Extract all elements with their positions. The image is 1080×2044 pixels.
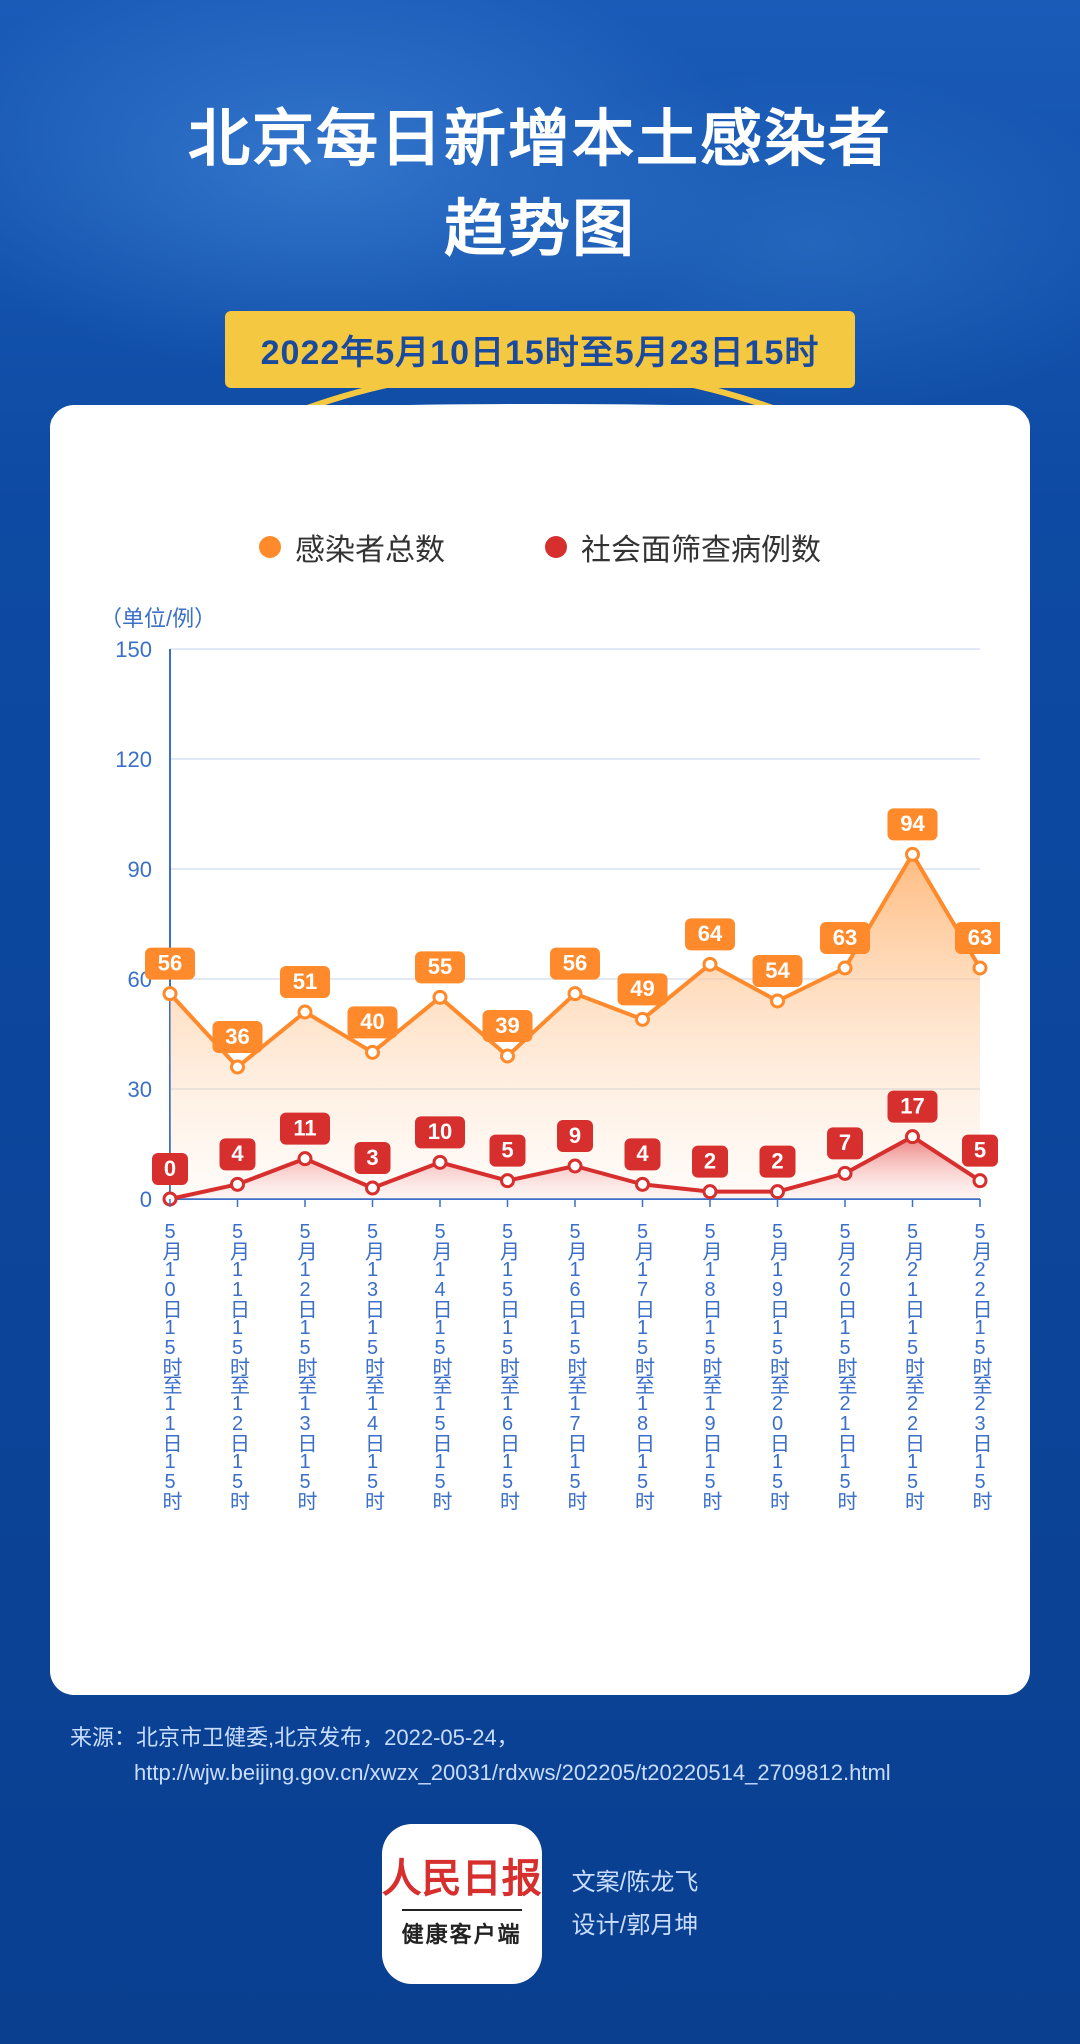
page-title: 北京每日新增本土感染者 趋势图 xyxy=(0,95,1080,275)
legend-dot-screening xyxy=(545,536,567,558)
chart-svg: 0306090120150563651405539564964546394630… xyxy=(80,639,1000,1559)
svg-text:7: 7 xyxy=(839,1130,851,1155)
credit-writer: 文案/陈龙飞 xyxy=(572,1861,699,1904)
title-line-1: 北京每日新增本土感染者 xyxy=(188,105,892,174)
svg-text:90: 90 xyxy=(128,857,152,882)
svg-text:2: 2 xyxy=(704,1148,716,1173)
footer: 人民日报 健康客户端 文案/陈龙飞 设计/郭月坤 xyxy=(0,1824,1080,1984)
svg-text:5月18日15时至19日15时: 5月18日15时至19日15时 xyxy=(699,1221,722,1511)
svg-text:17: 17 xyxy=(900,1093,924,1118)
svg-text:5: 5 xyxy=(974,1137,986,1162)
svg-text:49: 49 xyxy=(630,976,654,1001)
legend-dot-total xyxy=(259,536,281,558)
svg-text:5月19日15时至20日15时: 5月19日15时至20日15时 xyxy=(767,1221,790,1511)
svg-text:5月16日15时至17日15时: 5月16日15时至17日15时 xyxy=(564,1221,587,1511)
legend-item-total: 感染者总数 xyxy=(259,525,445,569)
svg-text:2: 2 xyxy=(771,1148,783,1173)
svg-text:4: 4 xyxy=(231,1141,244,1166)
svg-text:5月14日15时至15日15时: 5月14日15时至15日15时 xyxy=(429,1221,452,1511)
date-range-badge: 2022年5月10日15时至5月23日15时 xyxy=(225,311,856,388)
legend-label-total: 感染者总数 xyxy=(295,525,445,569)
svg-text:9: 9 xyxy=(569,1123,581,1148)
chart-area: （单位/例） 030609012015056365140553956496454… xyxy=(80,609,1000,1569)
svg-text:55: 55 xyxy=(428,954,452,979)
source-line-1: 北京市卫健委,北京发布，2022-05-24， xyxy=(136,1725,519,1750)
svg-text:0: 0 xyxy=(164,1156,176,1181)
header: 北京每日新增本土感染者 趋势图 2022年5月10日15时至5月23日15时 xyxy=(0,0,1080,388)
legend: 感染者总数 社会面筛查病例数 xyxy=(80,525,1000,569)
svg-text:56: 56 xyxy=(158,950,182,975)
svg-text:64: 64 xyxy=(698,921,723,946)
svg-text:63: 63 xyxy=(968,925,992,950)
source-citation: 来源：北京市卫健委,北京发布，2022-05-24， http://wjw.be… xyxy=(70,1720,891,1790)
logo-card: 人民日报 健康客户端 xyxy=(382,1824,542,1984)
svg-text:54: 54 xyxy=(765,958,790,983)
source-label: 来源： xyxy=(70,1725,136,1750)
svg-text:0: 0 xyxy=(140,1187,152,1212)
svg-text:63: 63 xyxy=(833,925,857,950)
svg-text:150: 150 xyxy=(115,639,152,662)
svg-text:5月10日15时至11日15时: 5月10日15时至11日15时 xyxy=(159,1221,182,1511)
svg-text:40: 40 xyxy=(360,1009,384,1034)
svg-text:30: 30 xyxy=(128,1077,152,1102)
svg-text:94: 94 xyxy=(900,811,925,836)
svg-text:5月17日15时至18日15时: 5月17日15时至18日15时 xyxy=(632,1221,655,1511)
svg-text:39: 39 xyxy=(495,1013,519,1038)
svg-text:36: 36 xyxy=(225,1024,249,1049)
svg-text:5月11日15时至12日15时: 5月11日15时至12日15时 xyxy=(227,1221,250,1511)
source-line-2: http://wjw.beijing.gov.cn/xwzx_20031/rdx… xyxy=(70,1755,891,1790)
svg-text:120: 120 xyxy=(115,747,152,772)
svg-text:5月21日15时至22日15时: 5月21日15时至22日15时 xyxy=(902,1221,925,1511)
svg-text:51: 51 xyxy=(293,969,317,994)
y-axis-unit-label: （单位/例） xyxy=(100,601,216,633)
legend-label-screening: 社会面筛查病例数 xyxy=(581,525,821,569)
svg-text:5月20日15时至21日15时: 5月20日15时至21日15时 xyxy=(834,1221,857,1511)
svg-text:5月22日15时至23日15时: 5月22日15时至23日15时 xyxy=(969,1221,992,1511)
svg-text:5月13日15时至14日15时: 5月13日15时至14日15时 xyxy=(362,1221,385,1511)
svg-text:4: 4 xyxy=(636,1141,649,1166)
svg-text:5: 5 xyxy=(501,1137,513,1162)
svg-text:56: 56 xyxy=(563,950,587,975)
logo-main-text: 人民日报 xyxy=(382,1859,542,1899)
svg-text:3: 3 xyxy=(366,1145,378,1170)
svg-text:10: 10 xyxy=(428,1119,452,1144)
svg-text:5月15日15时至16日15时: 5月15日15时至16日15时 xyxy=(497,1221,520,1511)
chart-card: 感染者总数 社会面筛查病例数 （单位/例） 030609012015056365… xyxy=(50,405,1030,1695)
credits: 文案/陈龙飞 设计/郭月坤 xyxy=(572,1861,699,1947)
title-line-2: 趋势图 xyxy=(444,195,636,264)
credit-designer: 设计/郭月坤 xyxy=(572,1904,699,1947)
svg-text:11: 11 xyxy=(293,1115,316,1140)
legend-item-screening: 社会面筛查病例数 xyxy=(545,525,821,569)
logo-sub-text: 健康客户端 xyxy=(402,1909,522,1949)
svg-text:5月12日15时至13日15时: 5月12日15时至13日15时 xyxy=(294,1221,317,1511)
